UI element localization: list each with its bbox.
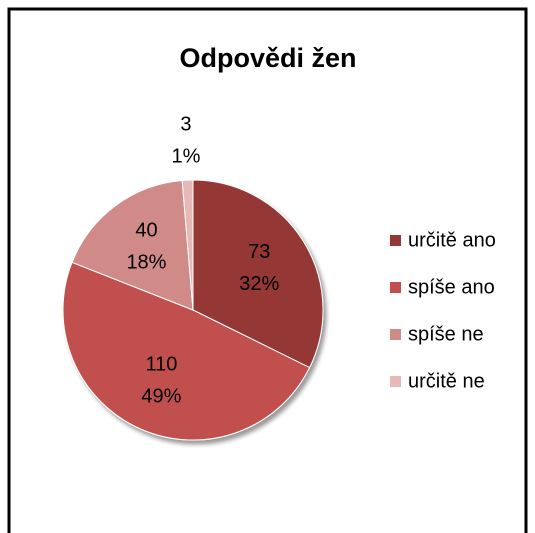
data-label: 1% — [172, 145, 201, 167]
pie — [62, 179, 324, 441]
legend-label: určitě ano — [408, 229, 496, 251]
legend-swatch — [390, 329, 401, 340]
legend-swatch — [390, 376, 401, 387]
pie-slice — [192, 179, 324, 369]
data-label: 73 — [248, 241, 270, 263]
data-label: 18% — [126, 252, 166, 274]
data-label: 110 — [145, 354, 177, 376]
pie-slice — [181, 179, 194, 311]
data-label: 3 — [180, 113, 191, 135]
legend-label: určitě ne — [408, 370, 485, 392]
legend-label: spíše ano — [408, 276, 495, 298]
data-label: 49% — [141, 386, 181, 408]
legend-swatch — [390, 282, 401, 293]
pie-slice — [62, 261, 311, 441]
frame — [7, 7, 528, 533]
legend-swatch — [390, 235, 401, 246]
data-label: 40 — [135, 220, 157, 242]
chart-title: Odpovědi žen — [179, 43, 356, 73]
pie-slice — [71, 179, 194, 311]
data-label: 32% — [239, 273, 279, 295]
legend-label: spíše ne — [408, 323, 484, 345]
